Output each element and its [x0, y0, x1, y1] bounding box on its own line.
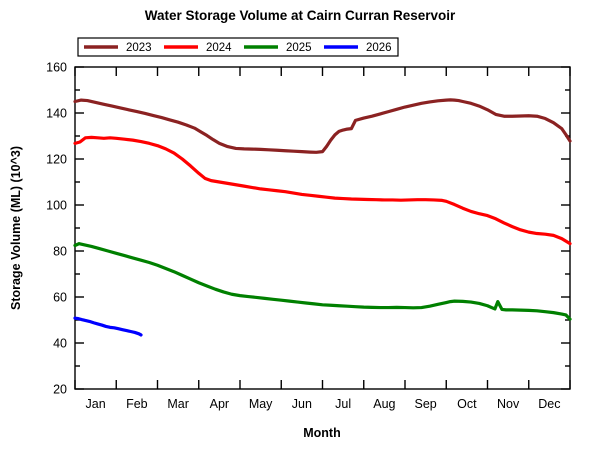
y-tick-label: 80: [53, 245, 67, 259]
y-tick-label: 60: [53, 291, 67, 305]
x-tick-label-oct: Oct: [457, 397, 477, 411]
series-line-2026: [73, 316, 143, 337]
chart-title: Water Storage Volume at Cairn Curran Res…: [145, 8, 456, 23]
y-axis-tick-labels: 20 40 60 80 100 120 140 160: [46, 61, 67, 397]
y-tick-label: 120: [46, 153, 67, 167]
x-tick-label-feb: Feb: [126, 397, 148, 411]
series-line-2023: [73, 98, 572, 154]
legend-label-2023: 2023: [126, 42, 152, 54]
x-axis-title: Month: [303, 426, 340, 440]
y-tick-label: 140: [46, 107, 67, 121]
x-tick-label-jun: Jun: [292, 397, 312, 411]
legend-label-2024: 2024: [206, 42, 232, 54]
x-tick-label-may: May: [249, 397, 273, 411]
y-axis-ticks: [75, 66, 570, 390]
data-series-group: [73, 98, 572, 337]
legend-label-2025: 2025: [286, 42, 312, 54]
y-tick-label: 20: [53, 383, 67, 397]
x-axis-ticks: [74, 67, 571, 389]
chart-legend: 2023 2024 2025 2026: [77, 37, 399, 57]
legend-label-2026: 2026: [366, 42, 392, 54]
x-tick-label-dec: Dec: [538, 397, 560, 411]
x-tick-label-mar: Mar: [167, 397, 189, 411]
x-tick-label-jul: Jul: [335, 397, 351, 411]
y-axis-title: Storage Volume (ML) (10^3): [9, 146, 23, 310]
y-tick-label: 40: [53, 337, 67, 351]
legend-box: [77, 37, 399, 57]
y-tick-label: 160: [46, 61, 67, 75]
x-tick-label-jan: Jan: [86, 397, 106, 411]
x-tick-label-apr: Apr: [210, 397, 229, 411]
x-axis-tick-labels: Jan Feb Mar Apr May Jun Jul Aug Sep Oct Nov Dec: [86, 397, 561, 411]
x-tick-label-sep: Sep: [415, 397, 437, 411]
series-line-2025: [73, 242, 572, 321]
x-tick-label-nov: Nov: [497, 397, 520, 411]
series-line-2024: [73, 135, 572, 246]
y-tick-label: 100: [46, 199, 67, 213]
x-tick-label-aug: Aug: [373, 397, 395, 411]
